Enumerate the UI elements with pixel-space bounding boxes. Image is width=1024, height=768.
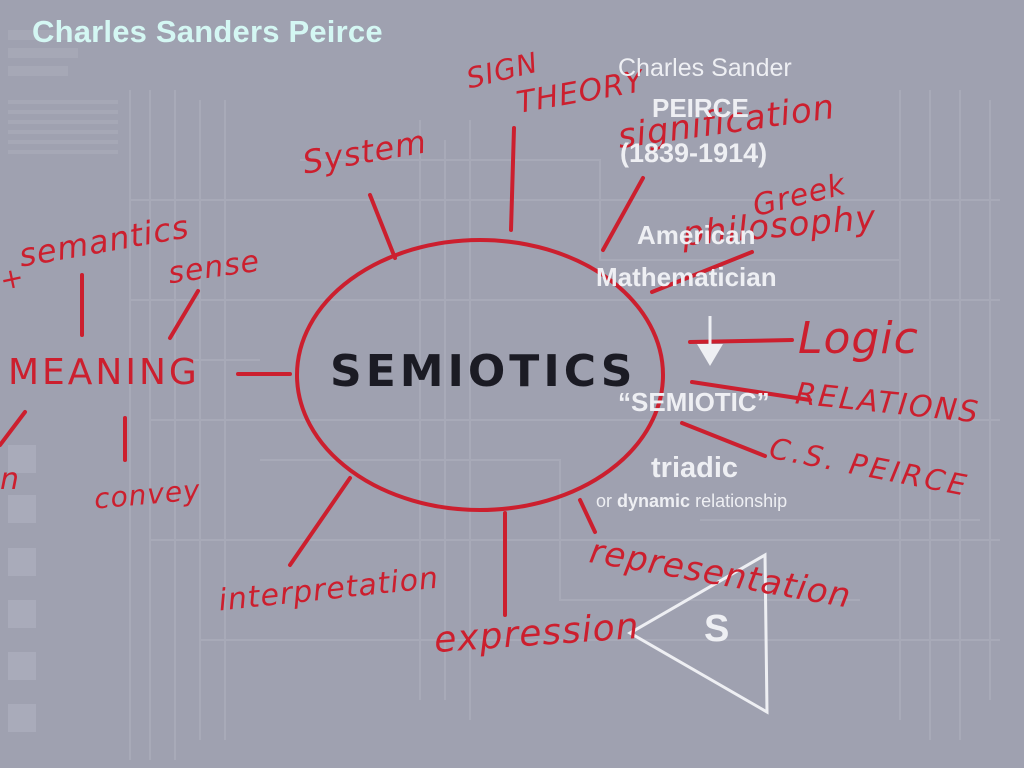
triangle-label: S xyxy=(704,608,730,650)
relationship-pre: or xyxy=(596,491,613,511)
branch-line-cut xyxy=(0,410,27,447)
branch-meaning: MEANING xyxy=(8,352,200,393)
down-arrow-icon xyxy=(697,316,723,366)
branch-line-cs-peirce xyxy=(680,421,767,458)
relationship-keyword: triadic xyxy=(651,452,739,484)
bio-surname: PEIRCE xyxy=(652,93,749,123)
branch-logic: Logic xyxy=(798,313,919,364)
branch-line-system xyxy=(368,193,397,260)
center-node-semiotics: SEMIOTICS xyxy=(330,346,637,397)
branch-line-interpretation xyxy=(288,476,352,567)
bio-name-line: Charles Sander xyxy=(618,54,792,82)
branch-cut-word: n xyxy=(0,462,21,497)
relationship-line: or dynamic relationship xyxy=(596,491,787,512)
branch-line-representation xyxy=(578,498,597,534)
semiotic-term: “SEMIOTIC” xyxy=(618,387,770,417)
bio-years: (1839-1914) xyxy=(620,138,768,168)
slide-title: Charles Sanders Peirce xyxy=(32,14,383,49)
triangle-outline xyxy=(626,552,769,715)
bio-profession: Mathematician xyxy=(596,262,777,292)
branch-line-greek xyxy=(650,250,754,294)
bio-nationality: American xyxy=(637,220,756,250)
branch-line-sense xyxy=(168,289,200,340)
relationship-emph: dynamic xyxy=(617,491,691,511)
branch-line-relations xyxy=(690,380,812,402)
relationship-post: relationship xyxy=(695,491,788,511)
branch-line-logic xyxy=(688,338,794,344)
branch-line-sign-theory xyxy=(509,126,516,232)
branch-line-signification xyxy=(601,176,645,252)
